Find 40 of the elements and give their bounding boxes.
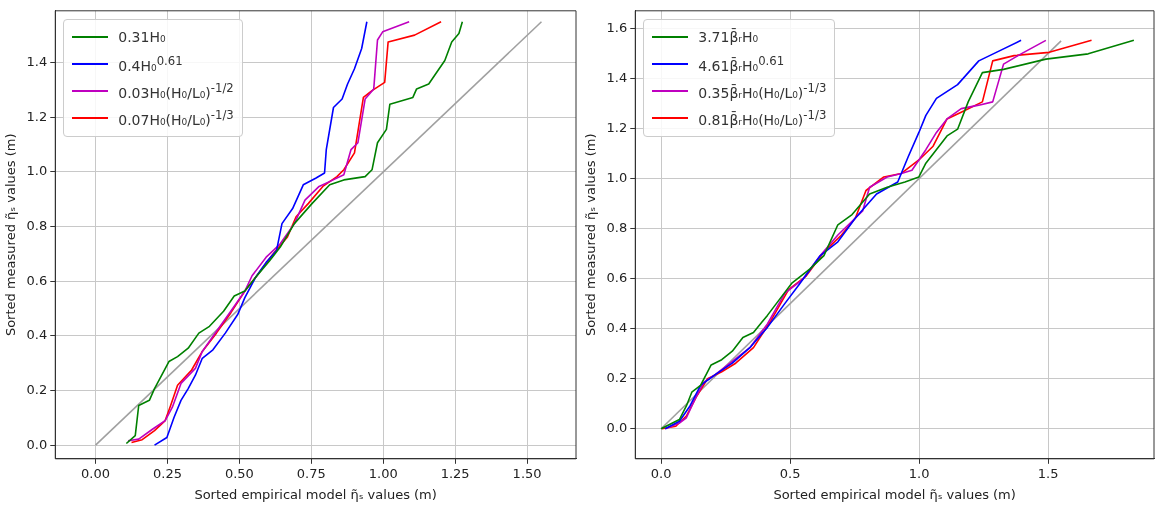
legend-label: 0.07H₀(H₀/L₀)$^{-1/3}$ [118,108,234,129]
x-tick-label: 0.25 [153,465,182,481]
y-tick-label: 1.4 [606,69,628,85]
y-tick-label: 1.6 [606,19,628,35]
y-tick-label: 1.2 [606,119,628,135]
x-tick-label: 0.5 [779,465,801,481]
x-axis-title: Sorted empirical model η̃ₛ values (m) [773,486,1016,502]
legend-label: 4.61β̄ᵣH₀$^{0.61}$ [698,54,785,75]
x-tick-label: 1.0 [908,465,930,481]
x-axis-title: Sorted empirical model η̃ₛ values (m) [194,486,437,502]
y-tick-label: 0.6 [606,269,628,285]
legend-label: 0.35β̄ᵣH₀(H₀/L₀)$^{-1/3}$ [698,81,827,102]
y-tick-label: 0.6 [26,272,48,288]
x-tick-label: 0.50 [224,465,254,481]
y-tick-label: 0.8 [606,219,628,235]
y-tick-label: 0.4 [606,320,628,336]
y-tick-label: 1.2 [26,108,48,124]
legend-label: 0.03H₀(H₀/L₀)$^{-1/2}$ [118,81,234,102]
legend-label: 0.31H₀ [118,29,166,46]
y-tick-label: 0.0 [26,436,48,452]
y-axis-title: Sorted measured η̃ₛ values (m) [583,133,599,337]
x-tick-label: 0.0 [650,465,672,481]
y-tick-label: 1.0 [26,163,48,179]
x-tick-label: 1.25 [440,465,470,481]
y-axis-title: Sorted measured η̃ₛ values (m) [3,133,19,337]
legend-label: 0.81β̄ᵣH₀(H₀/L₀)$^{-1/3}$ [698,108,827,129]
x-tick-label: 0.00 [81,465,111,481]
y-tick-label: 0.8 [26,217,48,233]
x-tick-label: 0.75 [296,465,326,481]
x-tick-label: 1.00 [368,465,398,481]
y-tick-label: 0.0 [606,420,628,436]
x-tick-label: 1.50 [512,465,542,481]
y-tick-label: 1.0 [606,169,628,185]
x-tick-label: 1.5 [1037,465,1059,481]
y-tick-label: 0.2 [606,370,628,386]
y-tick-label: 1.4 [26,54,48,70]
legend-label: 3.71β̄ᵣH₀ [698,29,759,46]
y-tick-label: 0.4 [26,327,48,343]
y-tick-label: 0.2 [26,381,48,397]
legend-label: 0.4H₀$^{0.61}$ [118,54,183,75]
